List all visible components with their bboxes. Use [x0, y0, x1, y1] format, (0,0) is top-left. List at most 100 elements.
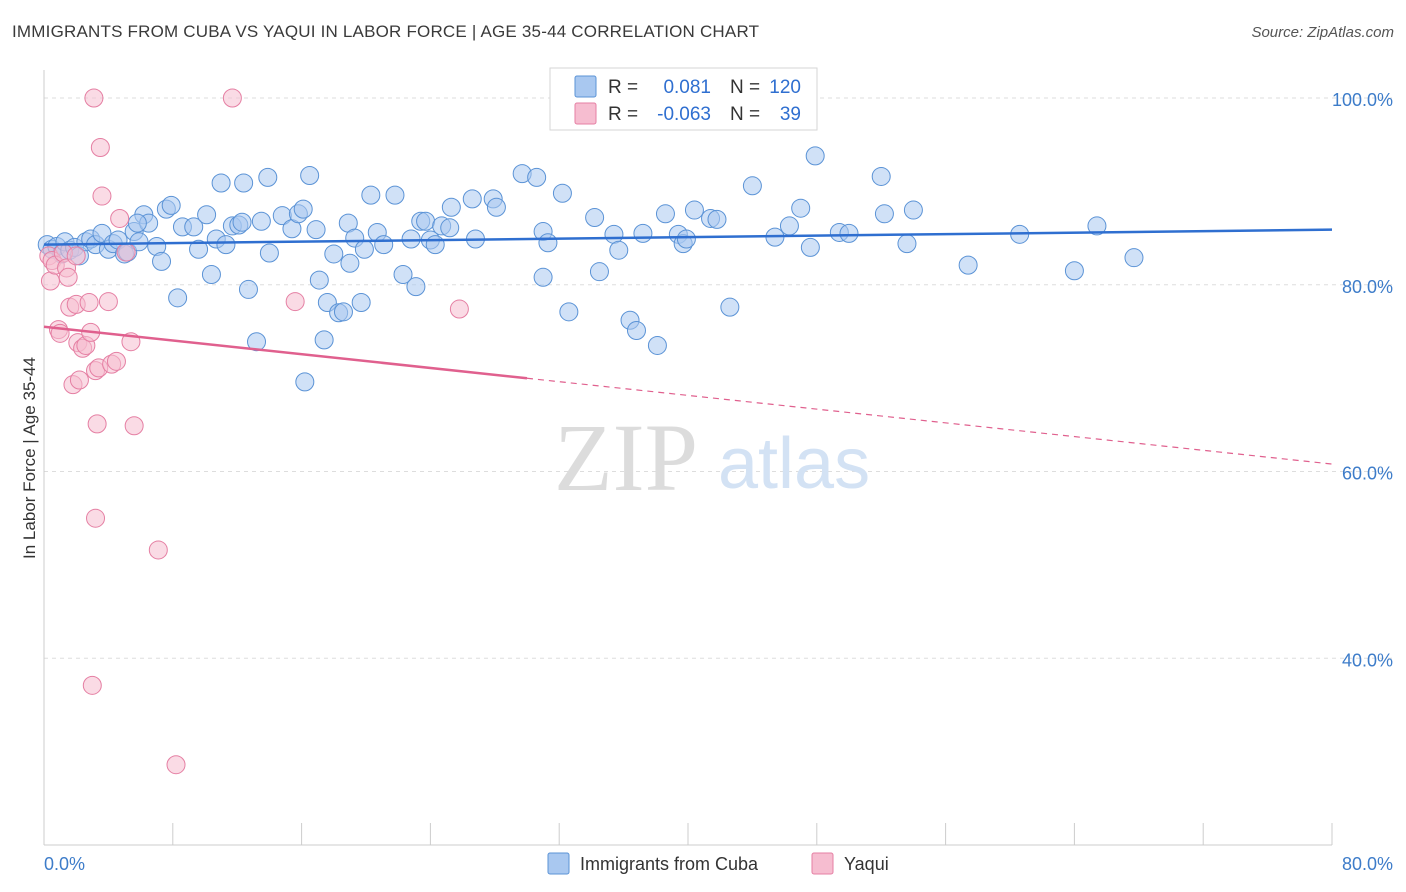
cuba-point [684, 200, 704, 220]
cuba-point [1087, 216, 1107, 236]
series-immigrants-from-cuba [37, 146, 1144, 392]
cuba-point [897, 234, 917, 254]
cuba-point [168, 288, 188, 308]
bottom-legend-swatch-yaqui [811, 852, 834, 875]
trend-line-yaqui-dashed [526, 377, 1333, 465]
x-ticks [43, 823, 1333, 845]
cuba-point [232, 212, 252, 232]
y-tick-label: 40.0% [1342, 650, 1393, 670]
cuba-point [486, 197, 506, 217]
cuba-point [309, 270, 329, 290]
cuba-point [609, 240, 629, 260]
cuba-point [871, 166, 891, 186]
cuba-point [805, 146, 825, 166]
cuba-point [676, 229, 696, 249]
cuba-point [354, 239, 374, 259]
cuba-point [589, 262, 609, 282]
cuba-point [874, 204, 894, 224]
cuba-point [393, 264, 413, 284]
cuba-point [324, 244, 344, 264]
cuba-point [351, 293, 371, 312]
yaqui-point [449, 299, 469, 319]
cuba-point [626, 321, 646, 341]
yaqui-point [92, 186, 112, 206]
bottom-legend-label-yaqui: Yaqui [844, 854, 889, 874]
yaqui-point [87, 414, 107, 434]
cuba-point [197, 205, 217, 225]
cuba-point [152, 251, 172, 271]
cuba-point [742, 176, 762, 196]
yaqui-point [124, 416, 144, 436]
cuba-point [258, 167, 278, 187]
cuba-point [552, 183, 572, 203]
cuba-point [538, 233, 558, 253]
cuba-point [306, 220, 326, 240]
cuba-point [559, 302, 579, 322]
cuba-point [127, 213, 147, 233]
cuba-point [441, 197, 461, 217]
cuba-point [779, 216, 799, 236]
cuba-point [533, 267, 553, 287]
trend-lines [43, 228, 1333, 465]
cuba-point [161, 195, 181, 215]
yaqui-point [285, 292, 305, 312]
legend-n-value-yaqui: 39 [780, 104, 801, 125]
cuba-point [647, 335, 667, 355]
yaqui-point [222, 88, 242, 108]
legend-n-label-cuba: N = [730, 77, 760, 98]
cuba-point [295, 372, 315, 392]
cuba-point [416, 211, 436, 231]
cuba-point [189, 239, 209, 259]
yaqui-point [110, 208, 130, 228]
cuba-point [1124, 248, 1144, 268]
cuba-point [259, 243, 279, 263]
y-tick-label: 100.0% [1332, 90, 1393, 110]
y-tick-label: 80.0% [1342, 277, 1393, 297]
cuba-point [707, 209, 727, 229]
cuba-point [234, 173, 254, 193]
yaqui-point [98, 292, 118, 312]
cuba-point [462, 189, 482, 209]
legend-n-value-cuba: 120 [769, 77, 801, 98]
yaqui-point [58, 267, 78, 287]
yaqui-point [82, 675, 102, 695]
cuba-point [216, 235, 236, 255]
bottom-legend-swatch-cuba [547, 852, 570, 875]
yaqui-point [40, 271, 60, 291]
cuba-point [401, 229, 421, 249]
cuba-point [211, 173, 231, 193]
yaqui-point [116, 242, 136, 262]
cuba-point [800, 237, 820, 257]
bottom-legend-label-cuba: Immigrants from Cuba [580, 854, 759, 874]
cuba-point [251, 211, 271, 231]
cuba-point [300, 166, 320, 186]
watermark: ZIP atlas [554, 404, 870, 511]
cuba-point [247, 332, 267, 352]
yaqui-point [166, 755, 186, 775]
cuba-point [527, 167, 547, 187]
cuba-point [839, 223, 859, 243]
legend-swatch-yaqui [574, 102, 597, 125]
cuba-point [1064, 261, 1084, 281]
cuba-point [958, 255, 978, 275]
cuba-point [293, 199, 313, 219]
cuba-point [791, 198, 811, 218]
yaqui-point [84, 88, 104, 108]
cuba-point [374, 235, 394, 255]
legend-r-label-yaqui: R = [608, 104, 638, 125]
trend-line-yaqui-solid [43, 325, 528, 380]
series-yaqui [39, 88, 469, 775]
source-label: Source: ZipAtlas.com [1251, 24, 1394, 41]
cuba-point [440, 218, 460, 238]
cuba-point [314, 330, 334, 350]
bottom-legend: Immigrants from Cuba Yaqui [547, 852, 889, 875]
legend-n-label-yaqui: N = [730, 104, 760, 125]
y-tick-labels: 40.0% 60.0% 80.0% 100.0% [1332, 90, 1393, 670]
legend-swatch-cuba [574, 75, 597, 98]
yaqui-point [90, 138, 110, 157]
yaqui-point [86, 508, 106, 528]
yaqui-point [66, 246, 86, 266]
cuba-point [184, 217, 204, 237]
cuba-point [406, 277, 426, 297]
y-axis-label: In Labor Force | Age 35-44 [20, 357, 39, 559]
